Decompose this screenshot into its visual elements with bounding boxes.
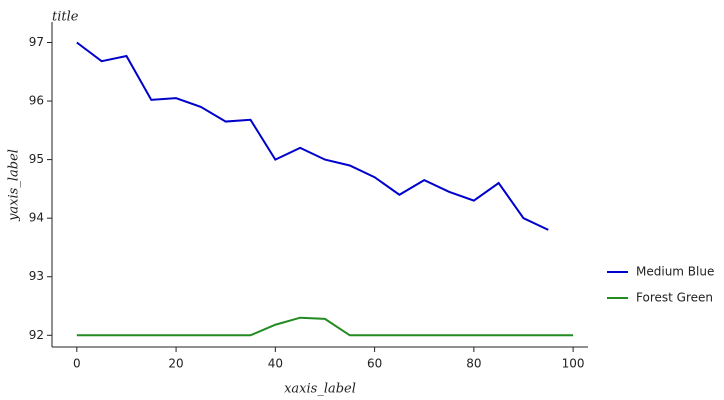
y-tick-label: 96 xyxy=(29,94,44,108)
y-tick-label: 92 xyxy=(29,328,44,342)
y-tick-label: 97 xyxy=(29,35,44,49)
y-tick-label: 93 xyxy=(29,269,44,283)
x-tick-label: 60 xyxy=(367,357,382,371)
y-axis-label: yaxis_label xyxy=(7,149,22,222)
y-tick-label: 95 xyxy=(29,152,44,166)
x-axis-label: xaxis_label xyxy=(284,382,356,397)
x-tick-label: 100 xyxy=(562,357,585,371)
x-tick-label: 20 xyxy=(168,357,183,371)
y-tick-label: 94 xyxy=(29,211,44,225)
legend-label: Medium Blue xyxy=(636,265,714,279)
x-tick-label: 40 xyxy=(268,357,283,371)
chart-title: title xyxy=(52,10,79,25)
line-series xyxy=(76,41,549,231)
legend-label: Forest Green xyxy=(636,291,713,305)
line-series xyxy=(76,316,574,337)
x-tick-label: 80 xyxy=(466,357,481,371)
x-tick-label: 0 xyxy=(73,357,81,371)
